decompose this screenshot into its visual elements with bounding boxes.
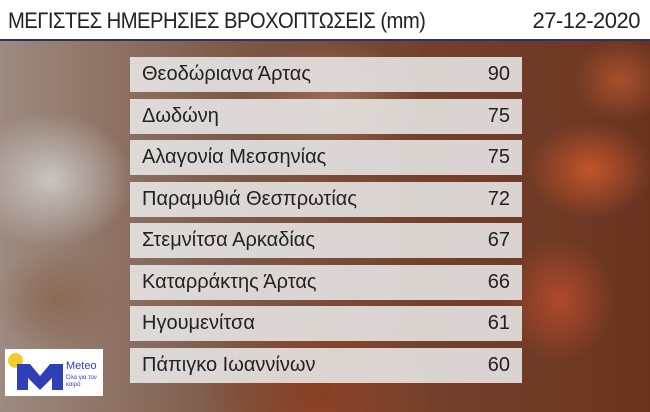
- list-item: Δωδώνη 75: [130, 98, 522, 134]
- rainfall-value: 67: [487, 229, 510, 251]
- station-name: Πάπιγκο Ιωαννίνων: [142, 353, 316, 376]
- list-item: Στεμνίτσα Αρκαδίας 67: [130, 223, 522, 258]
- list-item: Παραμυθιά Θεσπρωτίας 72: [130, 181, 522, 217]
- list-item: Ηγουμενίτσα 61: [130, 306, 522, 341]
- page-title: ΜΕΓΙΣΤΕΣ ΗΜΕΡΗΣΙΕΣ ΒΡΟΧΟΠΤΩΣΕΙΣ (mm): [8, 8, 426, 33]
- station-name: Δωδώνη: [142, 104, 219, 127]
- list-item: Καταρράκτης Άρτας 66: [130, 264, 522, 300]
- station-name: Καταρράκτης Άρτας: [142, 270, 317, 293]
- date-label: 27-12-2020: [532, 8, 640, 33]
- logo-m-icon: [17, 364, 63, 390]
- header-bar: ΜΕΓΙΣΤΕΣ ΗΜΕΡΗΣΙΕΣ ΒΡΟΧΟΠΤΩΣΕΙΣ (mm) 27-…: [0, 0, 650, 41]
- logo-tagline: Όλα για τον καιρό: [66, 375, 97, 388]
- list-item: Πάπιγκο Ιωαννίνων 60: [130, 347, 522, 383]
- rainfall-value: 66: [487, 270, 510, 293]
- meteo-logo: Meteo Όλα για τον καιρό: [5, 349, 103, 396]
- station-name: Ηγουμενίτσα: [142, 312, 255, 334]
- station-name: Παραμυθιά Θεσπρωτίας: [142, 187, 357, 210]
- station-name: Θεοδώριανα Άρτας: [142, 63, 312, 85]
- station-name: Στεμνίτσα Αρκαδίας: [142, 229, 315, 251]
- rainfall-value: 75: [487, 146, 510, 168]
- rainfall-value: 61: [487, 312, 510, 334]
- list-item: Αλαγονία Μεσσηνίας 75: [130, 140, 522, 175]
- rainfall-value: 90: [487, 63, 510, 85]
- rainfall-value: 75: [487, 104, 510, 127]
- rainfall-value: 60: [487, 353, 510, 376]
- rainfall-value: 72: [487, 187, 510, 210]
- list-item: Θεοδώριανα Άρτας 90: [130, 57, 522, 92]
- logo-brand: Meteo: [66, 360, 97, 372]
- station-name: Αλαγονία Μεσσηνίας: [142, 146, 327, 168]
